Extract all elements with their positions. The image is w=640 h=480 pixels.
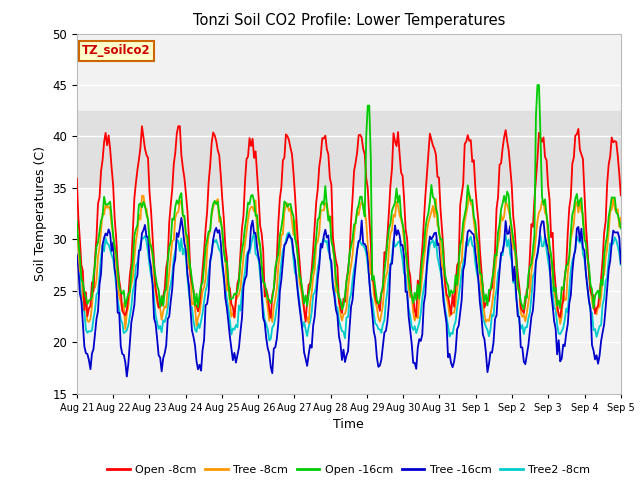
Bar (77, 111, 621, 188)
Title: Tonzi Soil CO2 Profile: Lower Temperatures: Tonzi Soil CO2 Profile: Lower Temperatur… (193, 13, 505, 28)
Y-axis label: Soil Temperatures (C): Soil Temperatures (C) (34, 146, 47, 281)
X-axis label: Time: Time (333, 418, 364, 431)
Legend: Open -8cm, Tree -8cm, Open -16cm, Tree -16cm, Tree2 -8cm: Open -8cm, Tree -8cm, Open -16cm, Tree -… (103, 460, 595, 479)
Text: TZ_soilco2: TZ_soilco2 (82, 44, 151, 58)
